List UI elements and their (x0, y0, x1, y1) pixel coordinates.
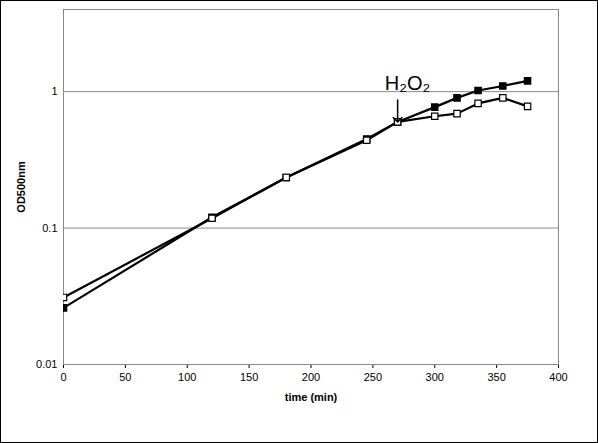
svg-text:300: 300 (426, 371, 444, 383)
svg-text:250: 250 (364, 371, 382, 383)
svg-text:100: 100 (178, 371, 196, 383)
svg-text:H₂O₂: H₂O₂ (385, 72, 431, 94)
svg-text:400: 400 (549, 371, 567, 383)
svg-text:time (min): time (min) (285, 391, 338, 403)
svg-text:0.1: 0.1 (42, 222, 57, 234)
svg-text:50: 50 (119, 371, 131, 383)
svg-text:0: 0 (60, 371, 66, 383)
svg-text:150: 150 (240, 371, 258, 383)
svg-text:1: 1 (51, 85, 57, 97)
svg-text:0.01: 0.01 (36, 358, 57, 370)
svg-text:OD500nm: OD500nm (15, 161, 27, 213)
svg-text:350: 350 (487, 371, 505, 383)
svg-text:200: 200 (302, 371, 320, 383)
